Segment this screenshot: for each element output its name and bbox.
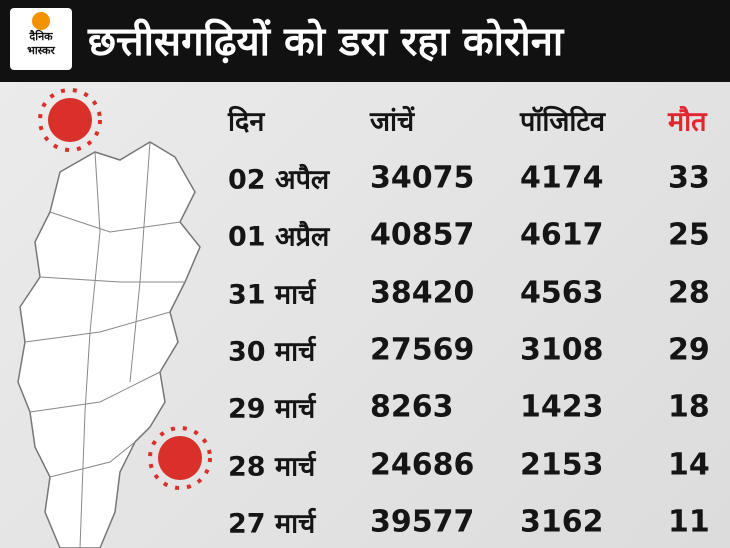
title-bar: दैनिक भास्कर छत्तीसगढ़ियों को डरा रहा को…: [0, 0, 730, 82]
column-header: मौत: [668, 106, 707, 138]
number-cell: 8263: [370, 389, 454, 425]
number-cell: 29: [668, 332, 710, 368]
map: [17, 141, 201, 548]
number-cell: 18: [668, 389, 710, 425]
number-cell: 39577: [370, 504, 475, 540]
number-cell: 2153: [520, 447, 604, 482]
number-cell: 24686: [370, 447, 475, 482]
number-cell: 27569: [370, 332, 475, 368]
number-cell: 4174: [520, 160, 604, 196]
column-header: पॉजिटिव: [520, 106, 605, 138]
date-cell: 29 मार्च: [228, 393, 316, 425]
title: छत्तीसगढ़ियों को डरा रहा कोरोना: [88, 19, 564, 65]
date-cell: 28 मार्च: [228, 451, 316, 482]
number-cell: 4563: [520, 275, 604, 311]
number-cell: 14: [668, 447, 710, 482]
date-cell: 27 मार्च: [228, 508, 316, 540]
date-cell: 01 अप्रैल: [228, 221, 330, 253]
number-cell: 4617: [520, 217, 604, 253]
number-cell: 40857: [370, 217, 475, 253]
number-cell: 3162: [520, 504, 604, 540]
column-header: जांचें: [370, 106, 415, 138]
logo: दैनिक भास्कर: [10, 8, 72, 70]
number-cell: 33: [668, 160, 710, 196]
logo-text: भास्कर: [27, 44, 55, 57]
date-cell: 02 अपैल: [228, 164, 330, 196]
number-cell: 34075: [370, 160, 475, 196]
date-cell: 30 मार्च: [228, 336, 316, 368]
number-cell: 11: [668, 504, 710, 540]
number-cell: 3108: [520, 332, 604, 368]
number-cell: 28: [668, 275, 710, 311]
date-cell: 31 मार्च: [228, 279, 316, 311]
logo-text: दैनिक: [29, 30, 53, 43]
column-header: दिन: [228, 106, 265, 138]
number-cell: 1423: [520, 389, 604, 425]
virus-icon: [38, 88, 212, 490]
number-cell: 38420: [370, 275, 475, 311]
number-cell: 25: [668, 217, 710, 253]
